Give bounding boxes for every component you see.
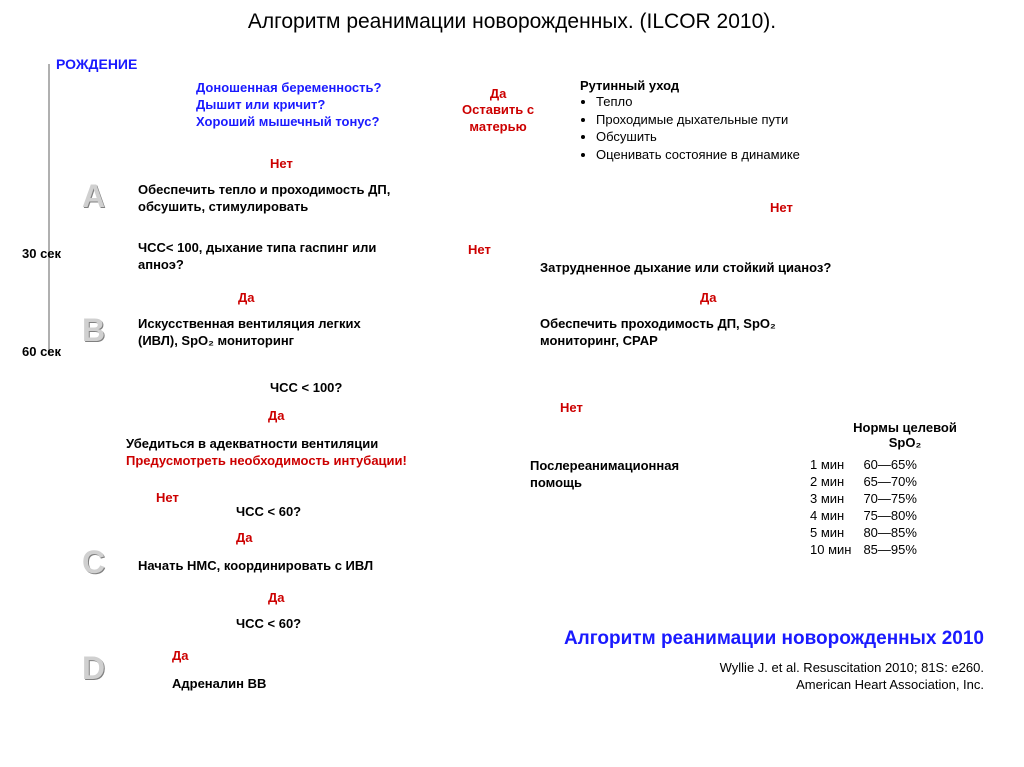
cite2: American Heart Association, Inc. — [796, 677, 984, 692]
time-30: 30 сек — [22, 246, 61, 261]
adequate-vent: Убедиться в адекватности вентиляции Пред… — [126, 436, 407, 469]
page-title: Алгоритм реанимации новорожденных. (ILCO… — [0, 10, 1024, 34]
step-a-text: Обеспечить тепло и проходимость ДП, обсу… — [138, 182, 390, 216]
spo2-v-3: 75—80% — [863, 507, 928, 524]
routine-i1: Тепло — [596, 93, 800, 111]
q5: ЧСС < 60? — [236, 616, 301, 633]
postres-l1: Послереанимационная — [530, 458, 679, 473]
ans-stay: Оставить с — [462, 102, 534, 117]
spo2-block: Нормы целевой SpO₂ 1 мин60—65% 2 мин65—7… — [810, 420, 1000, 558]
answer-yes-3: Да — [268, 408, 285, 424]
spo2-t2: SpO₂ — [810, 435, 1000, 450]
answer-yes-1: Да Оставить с матерью — [462, 86, 534, 135]
answer-yes-4: Да — [236, 530, 253, 546]
answer-yes-2r: Да — [700, 290, 717, 306]
table-row: 10 мин85—95% — [810, 541, 929, 558]
routine-list: Тепло Проходимые дыхательные пути Обсуши… — [580, 93, 800, 163]
postres: Послереанимационная помощь — [530, 458, 679, 492]
footer-citation: Wyllie J. et al. Resuscitation 2010; 81S… — [720, 660, 984, 694]
spo2-v-1: 65—70% — [863, 473, 928, 490]
table-row: 1 мин60—65% — [810, 456, 929, 473]
answer-no-3: Нет — [560, 400, 583, 416]
q2-l2: апноэ? — [138, 257, 184, 272]
q1-l1: Доношенная беременность? — [196, 80, 381, 95]
answer-no-4: Нет — [156, 490, 179, 506]
answer-no-right-1: Нет — [770, 200, 793, 216]
spo2-t-5: 10 мин — [810, 541, 863, 558]
step-d: Адреналин ВВ — [172, 676, 266, 693]
step-c: Начать НМС, координировать с ИВЛ — [138, 558, 373, 575]
stepB-l2: (ИВЛ), SpO₂ мониторинг — [138, 333, 294, 348]
step-b-left: Искусственная вентиляция легких (ИВЛ), S… — [138, 316, 361, 350]
routine-i4: Оценивать состояние в динамике — [596, 146, 800, 164]
answer-yes-2: Да — [238, 290, 255, 306]
routine-care-block: Рутинный уход Тепло Проходимые дыхательн… — [580, 78, 800, 163]
birth-label: РОЖДЕНИЕ — [56, 56, 137, 72]
spo2-t-1: 2 мин — [810, 473, 863, 490]
table-row: 2 мин65—70% — [810, 473, 929, 490]
q3: ЧСС < 100? — [270, 380, 342, 397]
spo2-t-2: 3 мин — [810, 490, 863, 507]
letter-b: B — [82, 312, 105, 349]
spo2-t-3: 4 мин — [810, 507, 863, 524]
q2-right: Затрудненное дыхание или стойкий цианоз? — [540, 260, 831, 277]
spo2-table: 1 мин60—65% 2 мин65—70% 3 мин70—75% 4 ми… — [810, 456, 929, 558]
answer-yes-5: Да — [172, 648, 189, 664]
spo2-t-4: 5 мин — [810, 524, 863, 541]
routine-i3: Обсушить — [596, 128, 800, 146]
ans-mother: матерью — [469, 119, 526, 134]
letter-d: D — [82, 650, 105, 687]
answer-no-1: Нет — [270, 156, 293, 172]
routine-i2: Проходимые дыхательные пути — [596, 111, 800, 129]
postres-l2: помощь — [530, 475, 582, 490]
q4: ЧСС < 60? — [236, 504, 301, 521]
ans-yes-1: Да — [490, 86, 507, 101]
table-row: 5 мин80—85% — [810, 524, 929, 541]
q2-l1: ЧСС< 100, дыхание типа гаспинг или — [138, 240, 376, 255]
spo2-v-0: 60—65% — [863, 456, 928, 473]
q1-l3: Хороший мышечный тонус? — [196, 114, 379, 129]
adequate-l2: Предусмотреть необходимость интубации! — [126, 453, 407, 469]
q2-left: ЧСС< 100, дыхание типа гаспинг или апноэ… — [138, 240, 376, 274]
table-row: 3 мин70—75% — [810, 490, 929, 507]
spo2-v-2: 70—75% — [863, 490, 928, 507]
stepBr-l1: Обеспечить проходимость ДП, SpO₂ — [540, 316, 776, 331]
letter-c: C — [82, 544, 105, 581]
answer-yes-5a: Да — [268, 590, 285, 606]
spo2-t-0: 1 мин — [810, 456, 863, 473]
time-60: 60 сек — [22, 344, 61, 359]
timeline-line — [48, 64, 50, 354]
step-b-right: Обеспечить проходимость ДП, SpO₂ монитор… — [540, 316, 776, 350]
adequate-l1: Убедиться в адекватности вентиляции — [126, 436, 407, 453]
stepBr-l2: мониторинг, CPAP — [540, 333, 658, 348]
stepB-l1: Искусственная вентиляция легких — [138, 316, 361, 331]
table-row: 4 мин75—80% — [810, 507, 929, 524]
spo2-v-5: 85—95% — [863, 541, 928, 558]
initial-questions: Доношенная беременность? Дышит или кричи… — [196, 80, 381, 131]
spo2-v-4: 80—85% — [863, 524, 928, 541]
spo2-t1: Нормы целевой — [810, 420, 1000, 435]
cite1: Wyllie J. et al. Resuscitation 2010; 81S… — [720, 660, 984, 675]
footer-title: Алгоритм реанимации новорожденных 2010 — [564, 628, 984, 650]
q1-l2: Дышит или кричит? — [196, 97, 325, 112]
stepA-l2: обсушить, стимулировать — [138, 199, 308, 214]
routine-head: Рутинный уход — [580, 78, 800, 93]
answer-no-mid-1: Нет — [468, 242, 491, 258]
stepA-l1: Обеспечить тепло и проходимость ДП, — [138, 182, 390, 197]
letter-a: A — [82, 178, 105, 215]
